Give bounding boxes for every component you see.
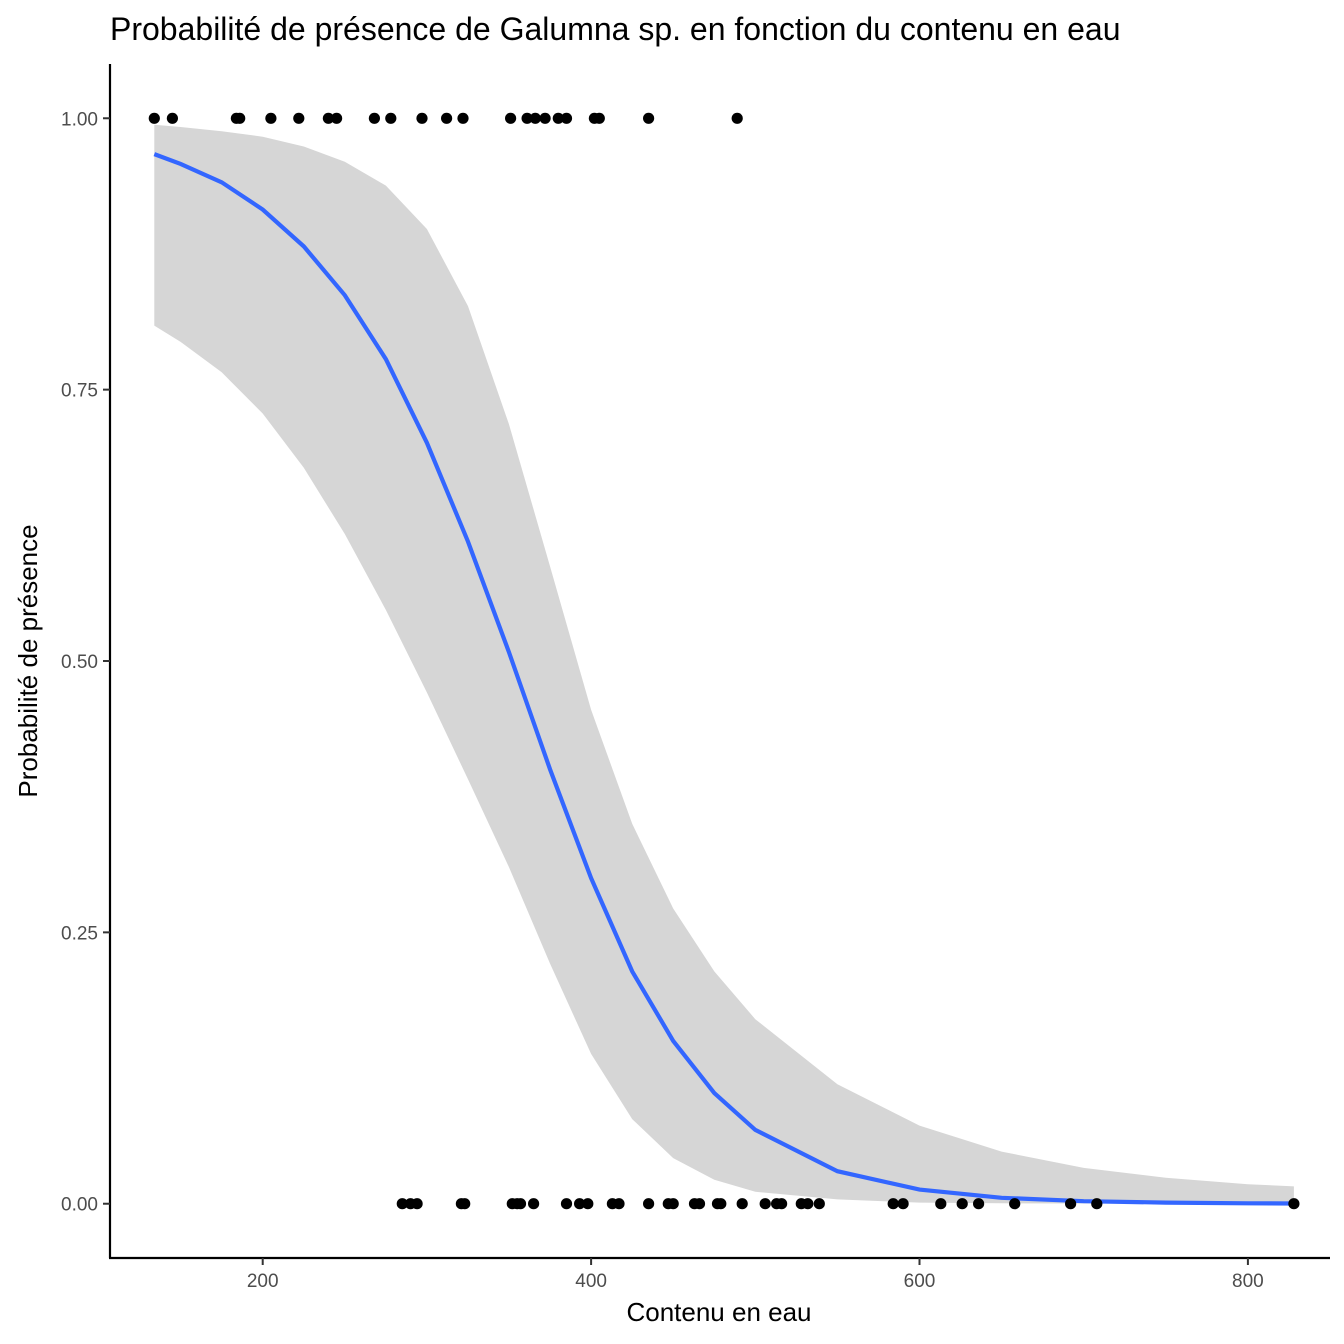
data-point — [521, 112, 533, 124]
data-point — [1065, 1198, 1077, 1210]
data-point — [1288, 1198, 1300, 1210]
y-tick-label: 0.25 — [61, 923, 98, 944]
data-point — [643, 1198, 655, 1210]
data-point — [529, 112, 541, 124]
y-tick-label: 0.50 — [61, 652, 98, 673]
data-point — [973, 1198, 985, 1210]
data-point — [693, 1198, 706, 1210]
plot-area — [148, 112, 1300, 1210]
data-point — [560, 1198, 573, 1210]
data-point — [441, 112, 453, 124]
data-point — [759, 1198, 771, 1210]
fitted-curve — [153, 152, 1294, 1206]
data-point — [1091, 1198, 1103, 1210]
data-point — [613, 1198, 625, 1210]
y-axis-ticks: 0.00 0.25 0.50 0.75 1.00 — [61, 109, 110, 1216]
chart-title: Probabilité de présence de Galumna sp. e… — [110, 11, 1120, 47]
data-point — [552, 112, 564, 124]
data-point — [776, 1198, 788, 1210]
data-point — [265, 112, 277, 124]
data-point — [396, 1198, 408, 1210]
data-point — [736, 1198, 748, 1210]
x-tick-label: 600 — [904, 1271, 936, 1292]
data-point — [897, 1198, 909, 1210]
data-point — [956, 1198, 968, 1210]
data-point — [574, 1198, 586, 1210]
data-points — [148, 112, 1300, 1210]
data-point — [560, 112, 573, 124]
data-point — [166, 112, 178, 124]
x-tick-label: 800 — [1232, 1271, 1264, 1292]
data-point — [234, 112, 246, 124]
data-point — [935, 1198, 947, 1210]
data-point — [582, 1198, 594, 1210]
data-point — [457, 112, 469, 124]
confidence-band — [154, 124, 1294, 1204]
data-point — [887, 1198, 899, 1210]
data-point — [505, 112, 517, 124]
data-point — [385, 112, 397, 124]
x-axis-ticks: 200 400 600 800 — [247, 1258, 1264, 1292]
y-tick-label: 0.75 — [61, 381, 98, 402]
x-tick-label: 200 — [247, 1271, 279, 1292]
data-point — [539, 112, 551, 124]
data-point — [643, 112, 655, 124]
data-point — [731, 112, 743, 124]
y-tick-label: 0.00 — [61, 1195, 98, 1216]
x-axis-title: Contenu en eau — [626, 1297, 811, 1327]
data-point — [293, 112, 305, 124]
x-tick-label: 400 — [575, 1271, 607, 1292]
y-tick-label: 1.00 — [61, 109, 98, 130]
data-point — [593, 112, 605, 124]
data-point — [411, 1198, 423, 1210]
data-point — [368, 112, 380, 124]
y-axis-title: Probabilité de présence — [13, 524, 43, 797]
data-point — [416, 112, 428, 124]
data-point — [667, 1198, 679, 1210]
data-point — [148, 112, 160, 124]
data-point — [459, 1198, 471, 1210]
data-point — [514, 1198, 527, 1210]
data-point — [813, 1198, 825, 1210]
data-point — [1009, 1198, 1021, 1210]
data-point — [331, 112, 343, 124]
data-point — [802, 1198, 814, 1210]
data-point — [528, 1198, 540, 1210]
data-point — [715, 1198, 727, 1210]
data-point — [322, 112, 334, 124]
